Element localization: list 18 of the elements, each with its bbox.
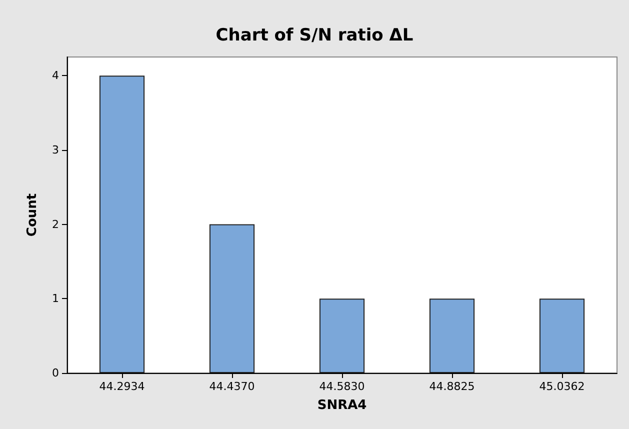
bar: [209, 224, 255, 373]
y-tick-label: 3: [52, 143, 59, 156]
y-tick-label: 0: [52, 366, 59, 380]
bar: [539, 298, 585, 373]
bar: [99, 76, 145, 373]
x-tick-label: 44.8825: [429, 380, 475, 393]
y-tick-label: 2: [52, 218, 59, 231]
bar: [429, 298, 475, 373]
x-tick-label: 44.4370: [209, 380, 255, 393]
bar: [319, 298, 365, 373]
y-axis-title: Count: [25, 193, 40, 237]
x-tick-label: 45.0362: [539, 380, 585, 393]
y-tick-label: 1: [52, 292, 59, 306]
chart-title: Chart of S/N ratio ΔL: [216, 26, 414, 46]
x-tick-label: 44.2934: [99, 380, 145, 393]
y-tick-label: 4: [52, 69, 59, 82]
x-axis-title: SNRA4: [317, 398, 367, 413]
x-tick-label: 44.5830: [319, 380, 365, 393]
